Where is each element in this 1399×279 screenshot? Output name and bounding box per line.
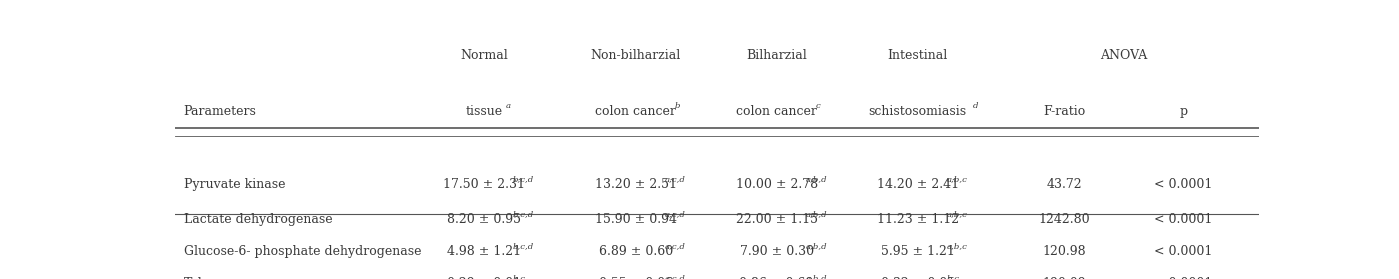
Text: a,c,d: a,c,d [665,242,686,250]
Text: 22.00 ± 1.15: 22.00 ± 1.15 [736,213,817,225]
Text: < 0.0001: < 0.0001 [1154,245,1213,258]
Text: Normal: Normal [460,49,508,62]
Text: colon cancer: colon cancer [736,105,817,118]
Text: 0.32 ± 0.05: 0.32 ± 0.05 [880,277,954,279]
Text: < 0.0001: < 0.0001 [1154,277,1213,279]
Text: a,c,d: a,c,d [665,175,686,183]
Text: a,b,d: a,b,d [806,274,827,279]
Text: 0.55 ± 0.06: 0.55 ± 0.06 [599,277,673,279]
Text: Glucose-6- phosphate dehydrogenase: Glucose-6- phosphate dehydrogenase [183,245,421,258]
Text: b,c: b,c [947,274,960,279]
Text: Parameters: Parameters [183,105,256,118]
Text: 120.98: 120.98 [1042,245,1086,258]
Text: p: p [1179,105,1188,118]
Text: a,b,c: a,b,c [947,242,968,250]
Text: 17.50 ± 2.31: 17.50 ± 2.31 [443,178,525,191]
Text: b,c,d: b,c,d [513,210,534,218]
Text: b,c,d: b,c,d [513,242,534,250]
Text: colon cancer: colon cancer [595,105,676,118]
Text: 6.89 ± 0.60: 6.89 ± 0.60 [599,245,673,258]
Text: Non-bilharzial: Non-bilharzial [590,49,681,62]
Text: Telomerase: Telomerase [183,277,256,279]
Text: schistosomiasis: schistosomiasis [869,105,967,118]
Text: d: d [974,102,979,110]
Text: Bilharzial: Bilharzial [746,49,807,62]
Text: 11.23 ± 1.12: 11.23 ± 1.12 [877,213,958,225]
Text: ANOVA: ANOVA [1100,49,1147,62]
Text: 10.00 ± 2.78: 10.00 ± 2.78 [736,178,817,191]
Text: b: b [674,102,680,110]
Text: a: a [506,102,511,110]
Text: 8.20 ± 0.95: 8.20 ± 0.95 [446,213,520,225]
Text: < 0.0001: < 0.0001 [1154,213,1213,225]
Text: Intestinal: Intestinal [887,49,947,62]
Text: 1242.80: 1242.80 [1038,213,1090,225]
Text: 7.90 ± 0.30: 7.90 ± 0.30 [740,245,814,258]
Text: tissue: tissue [466,105,502,118]
Text: 190.09: 190.09 [1042,277,1086,279]
Text: 14.20 ± 2.41: 14.20 ± 2.41 [877,178,958,191]
Text: a,b,d: a,b,d [806,242,827,250]
Text: 5.95 ± 1.21: 5.95 ± 1.21 [880,245,954,258]
Text: c: c [816,102,820,110]
Text: a,b,c: a,b,c [947,175,968,183]
Text: F-ratio: F-ratio [1042,105,1086,118]
Text: a,b,d: a,b,d [806,210,827,218]
Text: a,b,c: a,b,c [947,210,968,218]
Text: b,c: b,c [513,274,526,279]
Text: 0.86 ± 0.60: 0.86 ± 0.60 [740,277,814,279]
Text: a,b,d: a,b,d [806,175,827,183]
Text: 13.20 ± 2.51: 13.20 ± 2.51 [595,178,677,191]
Text: 0.29 ± 0.01: 0.29 ± 0.01 [446,277,520,279]
Text: Pyruvate kinase: Pyruvate kinase [183,178,285,191]
Text: a,c,d: a,c,d [665,274,686,279]
Text: 15.90 ± 0.94: 15.90 ± 0.94 [595,213,677,225]
Text: 43.72: 43.72 [1046,178,1081,191]
Text: < 0.0001: < 0.0001 [1154,178,1213,191]
Text: a,c,d: a,c,d [665,210,686,218]
Text: Lactate dehydrogenase: Lactate dehydrogenase [183,213,332,225]
Text: 4.98 ± 1.21: 4.98 ± 1.21 [446,245,520,258]
Text: b,c,d: b,c,d [513,175,534,183]
